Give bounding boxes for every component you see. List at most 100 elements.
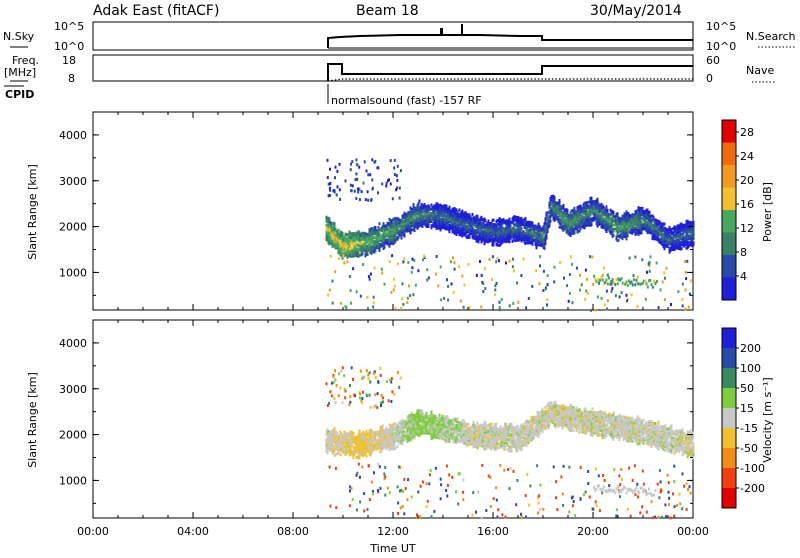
echo-cell (453, 261, 455, 264)
echo-cell (356, 232, 358, 235)
echo-cell (671, 228, 673, 231)
echo-cell (335, 431, 337, 434)
echo-cell (359, 430, 361, 433)
echo-cell (350, 289, 352, 292)
echo-cell (485, 422, 487, 425)
echo-cell (415, 284, 417, 287)
echo-cell (621, 291, 623, 294)
echo-cell (599, 279, 601, 282)
y-tick-label: 2000 (59, 221, 87, 234)
echo-cell (586, 278, 588, 281)
echo-cell (634, 256, 636, 259)
echo-cell (512, 265, 514, 268)
echo-cell (476, 274, 478, 277)
y-tick-label: 4000 (59, 129, 87, 142)
echo-cell (582, 206, 584, 209)
echo-cell (355, 178, 357, 181)
echo-cell (437, 284, 439, 287)
echo-cell (543, 270, 545, 273)
echo-cell (383, 222, 385, 225)
echo-cell (461, 275, 463, 278)
colorbar-tick-label: 12 (740, 222, 754, 235)
echo-cell (422, 225, 424, 228)
echo-cell (395, 188, 397, 191)
echo-cell (357, 191, 359, 194)
echo-cell (436, 255, 438, 258)
echo-cell (350, 302, 352, 305)
echo-cell (693, 221, 695, 224)
echo-cell (554, 266, 556, 269)
echo-cell (453, 291, 455, 294)
echo-cell (637, 305, 639, 308)
echo-cell (412, 293, 414, 296)
echo-cell (584, 298, 586, 301)
echo-cell (451, 283, 453, 286)
echo-cell (375, 226, 377, 229)
echo-cell (401, 297, 403, 300)
echo-cell (618, 239, 620, 242)
echo-cell (332, 222, 334, 225)
echo-cell (470, 216, 472, 219)
echo-cell (342, 232, 344, 235)
echo-cell (398, 236, 400, 239)
echo-cell (617, 282, 619, 285)
echo-cell (582, 215, 584, 218)
freq-tick-bottom: 8 (68, 72, 75, 85)
colorbar-tick-label: 16 (740, 198, 754, 211)
echo-cell (649, 270, 651, 273)
nsky-tick-top: 10^5 (54, 20, 84, 33)
echo-cell (429, 206, 431, 209)
echo-cell (559, 261, 561, 264)
echo-cell (438, 204, 440, 207)
echo-cell (446, 205, 448, 208)
echo-cell (593, 275, 595, 278)
echo-cell (411, 271, 413, 274)
echo-cell (442, 205, 444, 208)
echo-cell (480, 306, 482, 309)
echo-cell (426, 268, 428, 271)
echo-cell (551, 195, 553, 198)
colorbar-tick-label: 4 (740, 270, 747, 283)
echo-cell (472, 225, 474, 228)
echo-cell (351, 160, 353, 163)
echo-cell (411, 266, 413, 269)
echo-cell (650, 255, 652, 258)
echo-cell (404, 212, 406, 215)
echo-cell (400, 169, 402, 172)
echo-cell (644, 280, 646, 283)
echo-cell (390, 183, 392, 186)
echo-cell (665, 267, 667, 270)
echo-cell (423, 210, 425, 213)
echo-cell (650, 215, 652, 218)
echo-cell (681, 223, 683, 226)
echo-cell (364, 160, 366, 163)
echo-cell (370, 241, 372, 244)
echo-cell (334, 222, 336, 225)
echo-cell (338, 257, 340, 260)
echo-cell (608, 277, 610, 280)
echo-cell (689, 221, 691, 224)
echo-cell (674, 234, 676, 237)
echo-cell (570, 255, 572, 258)
echo-cell (642, 207, 644, 210)
echo-cell (381, 268, 383, 271)
echo-cell (584, 202, 586, 205)
echo-cell (516, 282, 518, 285)
echo-cell (392, 197, 394, 200)
echo-cell (631, 281, 633, 284)
echo-cell (460, 300, 462, 303)
echo-cell (389, 260, 391, 263)
echo-cell (396, 179, 398, 182)
echo-cell (546, 298, 548, 301)
echo-cell (397, 262, 399, 265)
echo-cell (580, 205, 582, 208)
echo-cell (607, 209, 609, 212)
echo-cell (606, 290, 608, 293)
echo-cell (634, 283, 636, 286)
echo-cell (598, 282, 600, 285)
echo-cell (353, 446, 355, 449)
echo-cell (426, 412, 428, 415)
echo-cell (631, 293, 633, 296)
echo-cell (657, 219, 659, 222)
